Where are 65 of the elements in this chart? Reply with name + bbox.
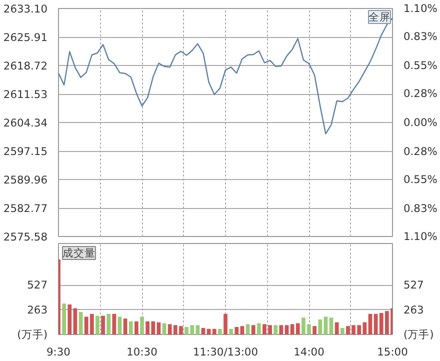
- y-tick-label: 2604.34: [3, 116, 48, 130]
- bar: [62, 304, 66, 334]
- y2-tick-label: 0.00%: [404, 116, 438, 129]
- bar: [96, 316, 100, 334]
- bar: [290, 324, 294, 334]
- bar: [162, 323, 166, 334]
- annotation: 全屏: [368, 10, 390, 24]
- y2-tick-label: 1.10%: [404, 230, 438, 243]
- y-tick-label: 2597.15: [3, 145, 48, 158]
- bar: [279, 325, 284, 334]
- bar: [324, 316, 328, 334]
- bar: [274, 325, 278, 334]
- bar: [78, 312, 83, 334]
- y-tick-label: 2575.58: [3, 230, 48, 244]
- y2-tick-label: 0.83%: [404, 30, 438, 43]
- y2-tick-label: 0.28%: [404, 86, 438, 100]
- bar: [240, 326, 244, 334]
- bar: [229, 328, 234, 334]
- y2-tick-label: 0.55%: [404, 173, 438, 186]
- y-tick-label: 263: [27, 303, 48, 316]
- y-tick-label: (万手): [17, 328, 48, 341]
- y2-tick-label: 0.28%: [404, 145, 438, 158]
- bar: [234, 326, 239, 334]
- bar: [73, 308, 78, 334]
- annotation: 成交量: [62, 246, 96, 260]
- bar: [123, 318, 128, 334]
- x-tick-label: 15:00: [377, 346, 408, 358]
- x-tick-label: 10:30: [126, 346, 158, 358]
- bar: [118, 316, 122, 334]
- bar: [218, 328, 222, 334]
- y-tick-label: 2582.77: [3, 202, 48, 215]
- bar: [106, 314, 111, 334]
- bar: [246, 324, 250, 334]
- bar: [312, 326, 317, 334]
- y-tick-label: 527: [27, 278, 48, 292]
- bar: [256, 323, 261, 334]
- y-tick-label: 2618.72: [3, 60, 48, 72]
- bar: [224, 314, 228, 334]
- bar: [140, 316, 144, 334]
- bar: [68, 304, 72, 334]
- bar: [334, 322, 339, 334]
- y2-tick-label: 0.55%: [404, 59, 438, 72]
- bar: [329, 318, 334, 334]
- y2-tick-label: 263: [404, 303, 424, 316]
- y-tick-label: 2625.91: [3, 31, 48, 44]
- bar: [251, 325, 256, 334]
- bar: [284, 325, 289, 334]
- bar: [340, 328, 344, 334]
- bar: [212, 328, 216, 334]
- y2-tick-label: 527: [404, 278, 424, 292]
- y2-tick-label: 0.83%: [404, 202, 438, 216]
- bar: [318, 319, 322, 334]
- bar: [296, 323, 300, 334]
- x-tick-label: 9:30: [46, 346, 71, 358]
- y2-tick-label: (万手): [404, 328, 434, 341]
- bar: [134, 321, 138, 334]
- x-tick-label: 14:00: [294, 346, 325, 358]
- y2-tick-label: 1.10%: [404, 2, 438, 15]
- x-tick-label: 11:30/13:00: [192, 346, 258, 358]
- bar: [128, 321, 133, 334]
- bar: [101, 316, 105, 334]
- y-tick-label: 2611.53: [3, 88, 48, 101]
- bar: [112, 314, 116, 334]
- y-tick-label: 2589.96: [3, 174, 48, 186]
- y-tick-label: 2633.10: [3, 2, 48, 16]
